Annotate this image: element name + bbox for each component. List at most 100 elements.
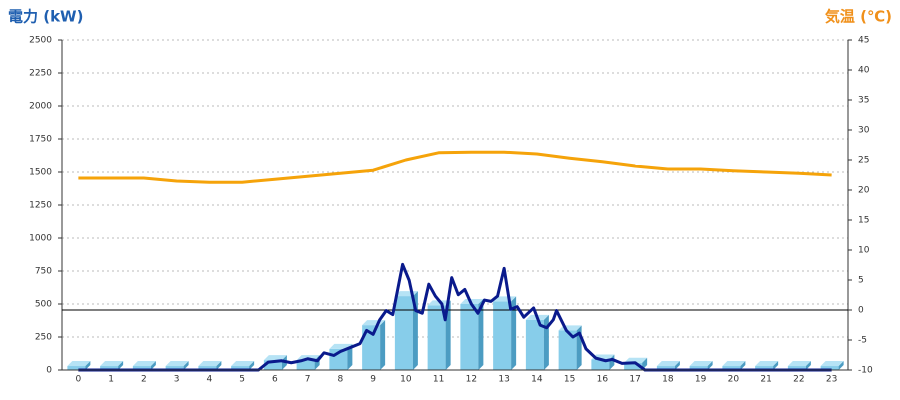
y2-tick-label: 15 — [858, 216, 869, 226]
bar — [362, 320, 386, 370]
bar-front — [362, 325, 381, 370]
bar-side — [216, 361, 222, 370]
bar-side — [838, 361, 844, 370]
x-tick-label: 10 — [400, 375, 412, 385]
bar-side — [183, 361, 189, 370]
bar-front — [755, 366, 774, 370]
y2-tick-label: -5 — [858, 336, 867, 346]
bar — [296, 355, 320, 370]
chart-title: 電力 (kW) — [8, 8, 83, 26]
bar-top — [820, 361, 844, 367]
bar-top — [787, 361, 811, 367]
y-tick-label: 1750 — [29, 135, 52, 145]
y-tick-label: 2500 — [29, 36, 52, 46]
bar-side — [118, 361, 124, 370]
bar-top — [231, 361, 255, 367]
bar-top — [656, 361, 680, 367]
bar — [755, 361, 779, 370]
bar-side — [150, 361, 156, 370]
x-tick-label: 13 — [498, 375, 509, 385]
bar-front — [525, 319, 544, 370]
x-tick-label: 16 — [597, 375, 609, 385]
bar-front — [67, 366, 86, 370]
bar — [427, 300, 451, 370]
y-tick-label: 750 — [35, 267, 52, 277]
y-tick-label: 2250 — [29, 69, 52, 79]
x-tick-label: 7 — [305, 375, 311, 385]
bar — [820, 361, 844, 370]
x-tick-label: 22 — [793, 375, 804, 385]
y2-tick-label: 30 — [858, 126, 870, 136]
bar-side — [249, 361, 255, 370]
bar-front — [493, 301, 512, 370]
bar — [100, 361, 124, 370]
y-tick-label: 1250 — [29, 201, 52, 211]
bar-side — [347, 343, 353, 370]
bar-front — [624, 362, 643, 370]
bar-front — [427, 305, 446, 370]
bar-side — [773, 361, 779, 370]
bar-top — [67, 361, 91, 367]
bar-side — [740, 361, 746, 370]
y-tick-label: 500 — [35, 300, 52, 310]
x-tick-label: 8 — [338, 375, 344, 385]
bar — [656, 361, 680, 370]
bar — [525, 314, 549, 370]
y2-tick-label: 10 — [858, 246, 870, 256]
y-tick-label: 1000 — [29, 234, 52, 244]
bar — [231, 361, 255, 370]
y2-tick-label: 0 — [858, 306, 864, 316]
bar — [165, 361, 189, 370]
bar-front — [394, 296, 413, 370]
y-tick-label: 1500 — [29, 168, 52, 178]
bar-front — [165, 366, 184, 370]
bar-top — [624, 357, 648, 363]
bar — [460, 299, 484, 370]
y2-tick-label: 45 — [858, 36, 869, 46]
bar-side — [85, 361, 91, 370]
bar-front — [263, 360, 282, 370]
x-tick-label: 2 — [141, 375, 147, 385]
bar-front — [558, 330, 577, 370]
line — [78, 262, 832, 372]
x-tick-label: 12 — [466, 375, 477, 385]
bar-front — [722, 366, 741, 370]
bar-top — [689, 361, 713, 367]
bar — [67, 361, 91, 370]
bar-top — [722, 361, 746, 367]
bar-side — [380, 320, 386, 370]
bar-front — [132, 366, 151, 370]
y2-tick-label: -10 — [858, 366, 873, 376]
x-tick-label: 23 — [826, 375, 837, 385]
bar-front — [656, 366, 675, 370]
bar-side — [511, 296, 517, 370]
x-tick-label: 15 — [564, 375, 575, 385]
x-tick-label: 9 — [370, 375, 376, 385]
bar-top — [755, 361, 779, 367]
bar-side — [543, 314, 549, 370]
bar-front — [231, 366, 250, 370]
bar-front — [198, 366, 217, 370]
y2-title: 気温 (℃) — [825, 8, 892, 26]
bar-front — [100, 366, 119, 370]
x-tick-label: 11 — [433, 375, 444, 385]
x-tick-label: 19 — [695, 375, 707, 385]
bar-top — [198, 361, 222, 367]
x-tick-label: 1 — [108, 375, 114, 385]
bar-side — [478, 299, 484, 370]
x-tick-label: 17 — [629, 375, 640, 385]
y-tick-label: 2000 — [29, 102, 52, 112]
x-tick-label: 18 — [662, 375, 674, 385]
x-tick-label: 6 — [272, 375, 278, 385]
bar-top — [100, 361, 124, 367]
bar-top — [132, 361, 156, 367]
bar-front — [689, 366, 708, 370]
y-tick-label: 0 — [46, 366, 52, 376]
bar-front — [591, 359, 610, 370]
bar-front — [460, 304, 479, 370]
grid — [62, 39, 848, 371]
x-tick-label: 21 — [760, 375, 771, 385]
bar-front — [296, 360, 315, 370]
